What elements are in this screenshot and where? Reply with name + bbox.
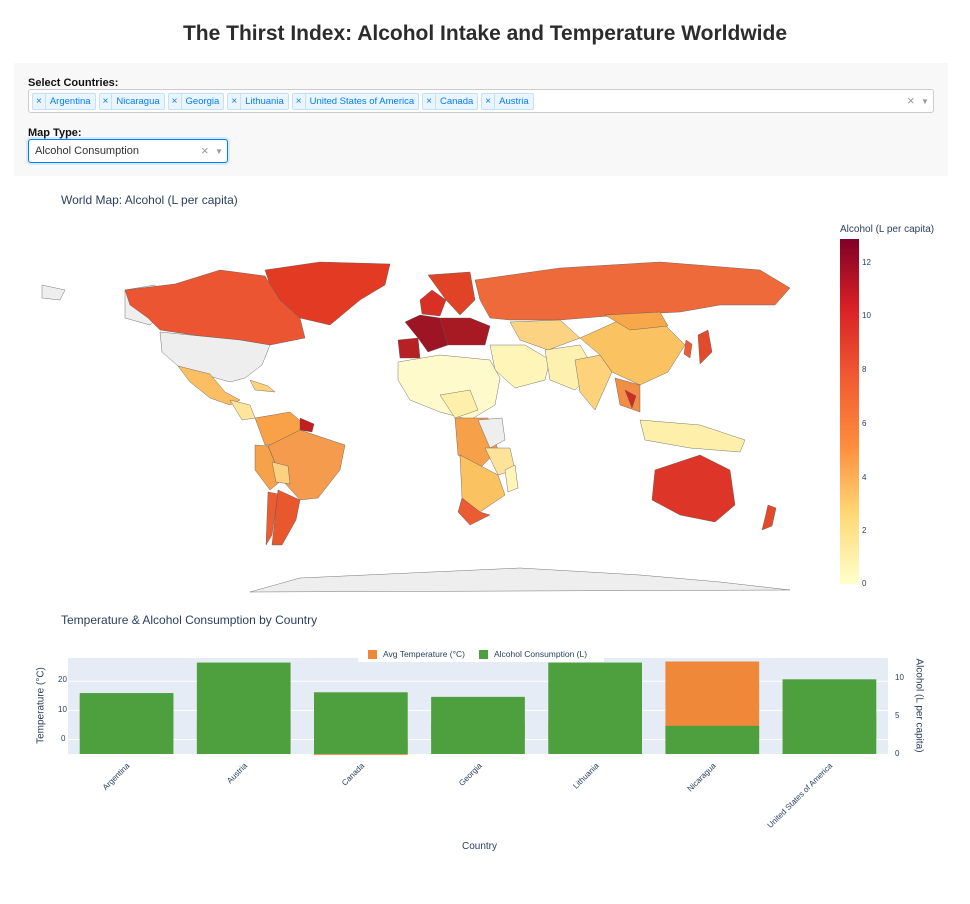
- country-chip-label: United States of America: [309, 96, 415, 107]
- colorbar-tick: 12: [862, 258, 871, 267]
- colorbar-tick: 0: [862, 579, 867, 588]
- country-shape: [477, 417, 506, 449]
- country-shape: [271, 489, 301, 546]
- country-chip-label: Canada: [439, 96, 474, 107]
- alcohol-bar[interactable]: [782, 679, 877, 754]
- country-shape: [624, 389, 637, 409]
- remove-chip-icon[interactable]: ×: [33, 94, 46, 109]
- country-chip[interactable]: × Argentina: [32, 93, 96, 110]
- legend-swatch-temperature[interactable]: [368, 649, 377, 659]
- country-shape: [439, 389, 479, 419]
- country-chip-label: Austria: [499, 96, 529, 107]
- country-shape: [427, 271, 476, 316]
- selected-country-chips: × Argentina × Nicaragua × Georgia × Lithuania × U…: [32, 93, 534, 110]
- country-shape: [651, 454, 736, 523]
- alcohol-bar[interactable]: [196, 662, 291, 754]
- remove-chip-icon[interactable]: ×: [228, 94, 242, 109]
- y-right-tick: 5: [895, 711, 900, 720]
- country-shape: [574, 354, 613, 411]
- chart-title: Temperature & Alcohol Consumption by Cou…: [61, 613, 318, 627]
- country-shape: [504, 464, 519, 493]
- colorbar-tick: 2: [862, 526, 867, 535]
- remove-chip-icon[interactable]: ×: [100, 94, 113, 109]
- country-shape: [509, 319, 581, 351]
- alcohol-bar[interactable]: [548, 662, 642, 754]
- x-axis-title: Country: [462, 841, 498, 852]
- country-shape: [683, 339, 693, 359]
- legend-swatch-alcohol[interactable]: [478, 649, 488, 659]
- country-chip[interactable]: × Canada: [422, 93, 479, 110]
- country-shape: [124, 269, 306, 346]
- country-chip-label: Lithuania: [245, 96, 284, 107]
- country-chip-label: Nicaragua: [116, 96, 160, 107]
- y-left-tick: 20: [58, 675, 67, 684]
- alcohol-bar[interactable]: [79, 693, 174, 754]
- y-right-tick: 10: [895, 673, 904, 682]
- y-left-axis-title: Temperature (°C): [35, 667, 47, 744]
- chart-legend[interactable]: Avg Temperature (°C) Alcohol Consumption…: [358, 646, 604, 662]
- country-chip-label: Argentina: [49, 96, 91, 107]
- page-title: The Thirst Index: Alcohol Intake and Tem…: [182, 22, 788, 45]
- country-chip[interactable]: × Georgia: [167, 93, 225, 110]
- map-type-label: Map Type:: [28, 127, 82, 139]
- y-left-tick: 0: [61, 734, 66, 743]
- legend-label-temperature[interactable]: Avg Temperature (°C): [383, 649, 465, 659]
- y-right-axis-title: Alcohol (L per capita): [913, 658, 925, 753]
- colorbar-title: Alcohol (L per capita): [840, 224, 935, 235]
- alcohol-bar[interactable]: [665, 725, 760, 754]
- colorbar-tick: 8: [862, 365, 867, 374]
- countries-label: Select Countries:: [28, 77, 119, 89]
- country-shape: [249, 567, 791, 593]
- country-shape: [299, 417, 315, 433]
- map-title: World Map: Alcohol (L per capita): [61, 193, 238, 207]
- remove-chip-icon[interactable]: ×: [423, 94, 436, 109]
- country-shape: [265, 491, 279, 546]
- country-chip[interactable]: × United States of America: [291, 93, 420, 110]
- remove-chip-icon[interactable]: ×: [482, 94, 496, 109]
- clear-countries-icon[interactable]: ×: [907, 93, 915, 108]
- country-shape: [459, 454, 506, 513]
- alcohol-bar[interactable]: [431, 696, 525, 754]
- country-shape: [604, 311, 669, 331]
- y-right-tick: 0: [895, 749, 900, 758]
- y-left-tick: 10: [58, 705, 67, 714]
- country-chip[interactable]: × Lithuania: [227, 93, 289, 110]
- colorbar-tick: 10: [862, 311, 871, 320]
- country-shape: [474, 261, 791, 321]
- remove-chip-icon[interactable]: ×: [169, 94, 182, 109]
- map-type-dropdown[interactable]: Alcohol Consumption × ▼: [28, 139, 228, 163]
- chevron-down-icon[interactable]: ▼: [921, 97, 929, 106]
- country-shape: [457, 497, 491, 526]
- map-type-value: Alcohol Consumption: [35, 145, 139, 157]
- legend-label-alcohol[interactable]: Alcohol Consumption (L): [493, 649, 588, 659]
- country-shape: [159, 331, 271, 383]
- country-shape: [697, 329, 713, 365]
- remove-chip-icon[interactable]: ×: [293, 94, 306, 109]
- country-shape: [419, 289, 447, 317]
- alcohol-bar[interactable]: [314, 692, 408, 754]
- colorbar-tick: 4: [862, 473, 867, 482]
- country-shape: [271, 461, 291, 485]
- country-shape: [249, 379, 276, 393]
- country-multiselect[interactable]: × Argentina × Nicaragua × Georgia × Lithuania × U…: [28, 89, 934, 113]
- country-shape: [439, 317, 491, 346]
- country-chip-label: Georgia: [185, 96, 220, 107]
- country-chip[interactable]: × Austria: [481, 93, 534, 110]
- colorbar-tick: 6: [862, 419, 867, 428]
- country-shape: [41, 284, 66, 301]
- colorbar: [840, 239, 859, 584]
- country-chip[interactable]: × Nicaragua: [98, 93, 165, 110]
- country-shape: [397, 337, 421, 359]
- country-shape: [639, 419, 746, 453]
- controls-panel: Select Countries: × Argentina × Nicaragua × G…: [14, 63, 948, 176]
- chevron-down-icon[interactable]: ▼: [215, 147, 223, 156]
- clear-map-type-icon[interactable]: ×: [201, 143, 209, 158]
- country-shape: [761, 504, 777, 531]
